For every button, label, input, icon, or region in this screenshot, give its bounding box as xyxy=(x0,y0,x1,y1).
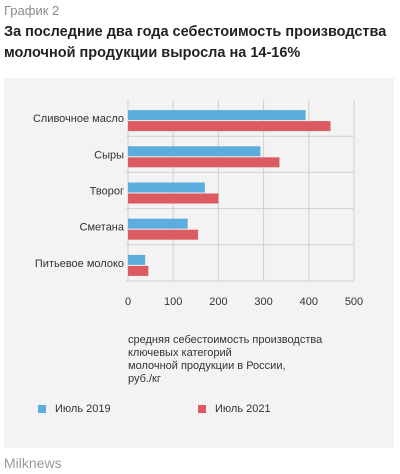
legend-label-2019: Июль 2019 xyxy=(55,403,111,415)
legend-swatch-2021 xyxy=(198,405,206,413)
x-tick-label: 300 xyxy=(254,296,272,308)
x-tick-label: 500 xyxy=(345,296,363,308)
caption-line: ключевых категорий xyxy=(128,347,232,359)
bar xyxy=(128,110,306,121)
bar xyxy=(128,146,261,157)
label-layer: 0 100 200 300 400 500 Сливочное масло Сыры Творо… xyxy=(33,113,363,308)
category-label: Творог xyxy=(90,186,124,198)
caption-line: молочной продукции в России, xyxy=(128,360,286,372)
bar xyxy=(128,193,219,204)
bar xyxy=(128,254,146,265)
category-label: Сливочное масло xyxy=(33,113,124,125)
axis-caption: средняя себестоимость производства ключе… xyxy=(128,334,368,386)
bar xyxy=(128,157,280,168)
x-tick-label: 100 xyxy=(164,296,182,308)
source-label: Milknews xyxy=(4,455,62,471)
chart-panel xyxy=(4,78,394,448)
caption-line: руб./кг xyxy=(128,373,161,385)
category-label: Сметана xyxy=(80,222,125,234)
category-label: Питьевое молоко xyxy=(35,258,124,270)
bar xyxy=(128,218,188,229)
x-tick-label: 200 xyxy=(209,296,227,308)
bar xyxy=(128,121,331,132)
x-tick-label: 400 xyxy=(300,296,318,308)
bar-layer xyxy=(128,110,331,276)
legend-swatch-2019 xyxy=(38,405,46,413)
legend-item-2019: Июль 2019 xyxy=(38,403,111,415)
legend-item-2021: Июль 2021 xyxy=(198,403,271,415)
bar xyxy=(128,182,205,193)
chart-kicker: График 2 xyxy=(4,3,60,18)
x-tick-label: 0 xyxy=(125,296,131,308)
bar xyxy=(128,265,149,276)
caption-line: средняя себестоимость производства xyxy=(128,334,323,346)
chart-title: За последние два года себестоимость прои… xyxy=(4,24,387,61)
legend-label-2021: Июль 2021 xyxy=(215,403,271,415)
category-label: Сыры xyxy=(94,149,124,161)
bar xyxy=(128,229,199,240)
